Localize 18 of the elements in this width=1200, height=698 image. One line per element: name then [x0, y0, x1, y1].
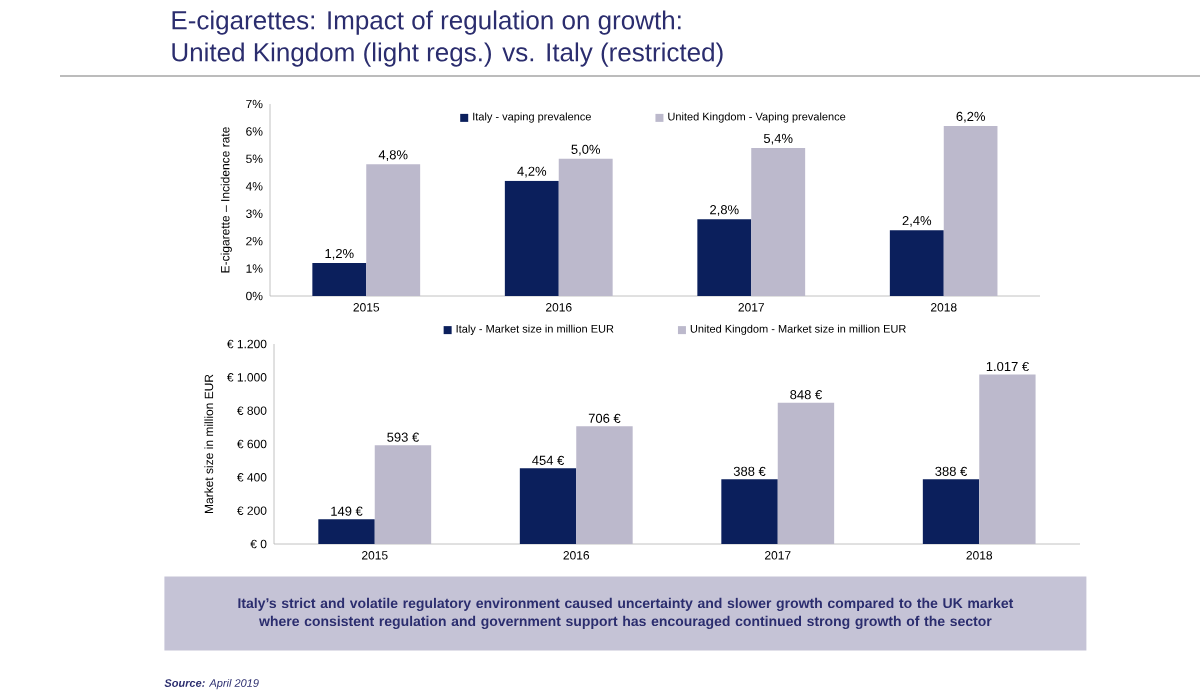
bar: [721, 479, 778, 544]
bar: [889, 230, 944, 296]
bar: [558, 158, 613, 296]
bar: [576, 426, 633, 544]
bar: [777, 402, 835, 544]
bar: [312, 263, 367, 296]
bar: [519, 468, 577, 544]
bar: [697, 219, 752, 296]
bar: [366, 164, 421, 296]
bar: [751, 147, 806, 296]
bar: [374, 445, 432, 544]
chart-subtitle: United Kingdom (light regs.) vs. Italy (restricted): [172, 42, 723, 67]
chart-title: E-cigarettes: Impact of regulation on growth:: [172, 10, 681, 35]
bar: [979, 374, 1036, 544]
bar: [318, 519, 375, 544]
bar: [922, 479, 980, 544]
bar: [943, 125, 998, 296]
bar: [504, 180, 559, 296]
